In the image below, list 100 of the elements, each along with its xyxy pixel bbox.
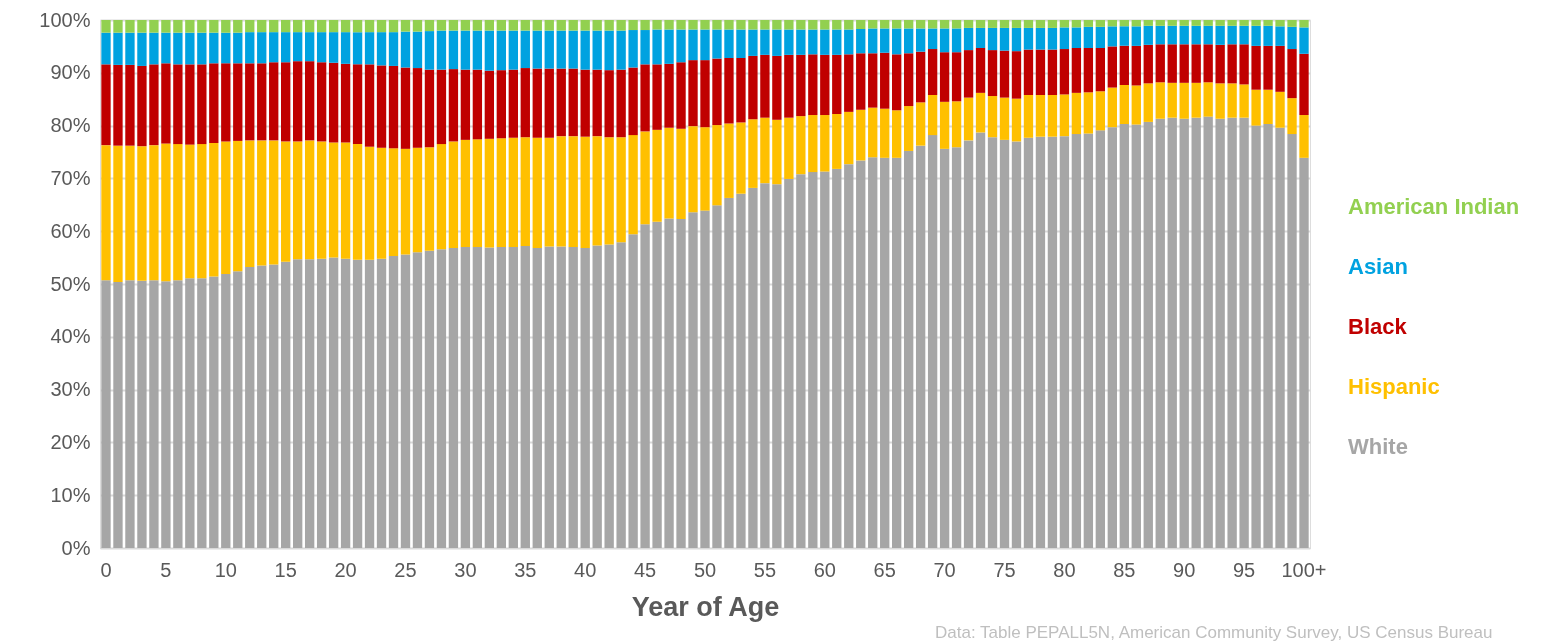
bar: [664, 20, 674, 30]
bar: [1047, 20, 1058, 28]
bar: [712, 29, 722, 59]
bar: [724, 123, 734, 198]
bar: [844, 164, 854, 548]
bar: [951, 101, 962, 148]
bar: [903, 20, 914, 29]
bar: [939, 20, 950, 29]
bar: [844, 111, 854, 165]
bar: [1131, 124, 1141, 548]
bar: [880, 157, 890, 548]
y-tick-label: 80%: [50, 114, 91, 137]
bar: [245, 20, 255, 33]
bar: [1263, 20, 1273, 26]
bar: [772, 29, 782, 56]
bar: [149, 145, 159, 281]
bar: [927, 28, 938, 50]
bar: [772, 55, 782, 120]
bar: [544, 20, 554, 31]
bar: [772, 184, 782, 548]
bar: [616, 20, 626, 31]
bar: [844, 20, 854, 30]
bar: [1023, 137, 1034, 548]
bar: [544, 246, 554, 548]
bar: [1215, 83, 1225, 119]
bar: [352, 259, 363, 548]
bar: [1179, 25, 1189, 45]
bar: [604, 137, 614, 245]
bar: [724, 29, 734, 59]
bar: [772, 20, 782, 30]
bar: [1239, 117, 1249, 548]
bar: [688, 60, 698, 127]
bar: [892, 28, 902, 55]
bar: [149, 20, 159, 33]
bar: [820, 20, 830, 30]
bar: [892, 110, 902, 158]
x-tick-label: 70: [933, 558, 956, 581]
bar: [1023, 20, 1034, 28]
bar: [281, 32, 291, 63]
bar: [1143, 20, 1153, 26]
bar: [304, 61, 315, 141]
bar: [1263, 45, 1273, 90]
bar: [269, 62, 279, 141]
bar: [412, 68, 423, 148]
bar: [1095, 20, 1106, 27]
bar: [1071, 47, 1082, 93]
bar: [1059, 136, 1070, 548]
bar: [1299, 115, 1309, 158]
bar: [460, 20, 471, 31]
bar: [796, 20, 806, 30]
bar: [1299, 53, 1309, 116]
bar: [1251, 20, 1261, 26]
bar: [868, 53, 878, 108]
bar: [1035, 20, 1046, 28]
x-tick-label: 50: [693, 558, 717, 581]
bar: [436, 30, 447, 70]
bar: [987, 20, 998, 28]
bar: [963, 140, 974, 548]
bar: [221, 20, 231, 33]
bar: [400, 254, 411, 548]
bar: [1071, 92, 1082, 135]
bar: [652, 221, 662, 548]
bar: [1251, 45, 1261, 90]
bar: [712, 20, 722, 30]
bar: [1239, 44, 1249, 85]
x-tick-label: 35: [514, 558, 537, 581]
bar: [364, 259, 375, 548]
bar: [987, 96, 998, 138]
bar: [245, 63, 255, 141]
bar: [856, 20, 866, 29]
bar: [880, 28, 890, 53]
bar: [592, 69, 602, 137]
bar: [1215, 20, 1225, 26]
bar: [137, 280, 147, 548]
bar: [580, 69, 590, 137]
bar: [209, 276, 219, 548]
bar: [1023, 94, 1034, 138]
bar: [628, 67, 638, 136]
bar: [568, 20, 578, 31]
bar: [784, 20, 794, 30]
bar: [1071, 134, 1082, 548]
bar: [328, 257, 339, 548]
bar: [1239, 20, 1249, 26]
bar: [1191, 44, 1201, 83]
bar: [592, 136, 602, 246]
bar: [652, 29, 662, 65]
bar: [113, 281, 123, 548]
bar: [688, 212, 698, 548]
bar: [520, 20, 530, 31]
bar: [281, 141, 291, 262]
bar: [544, 68, 554, 138]
bar: [101, 280, 111, 548]
bar: [472, 139, 483, 248]
bar: [257, 20, 267, 33]
bar: [1167, 44, 1177, 83]
bar: [221, 141, 231, 274]
bar: [1083, 26, 1094, 48]
bar: [736, 193, 746, 548]
bar: [1263, 25, 1273, 46]
bar: [340, 20, 351, 33]
